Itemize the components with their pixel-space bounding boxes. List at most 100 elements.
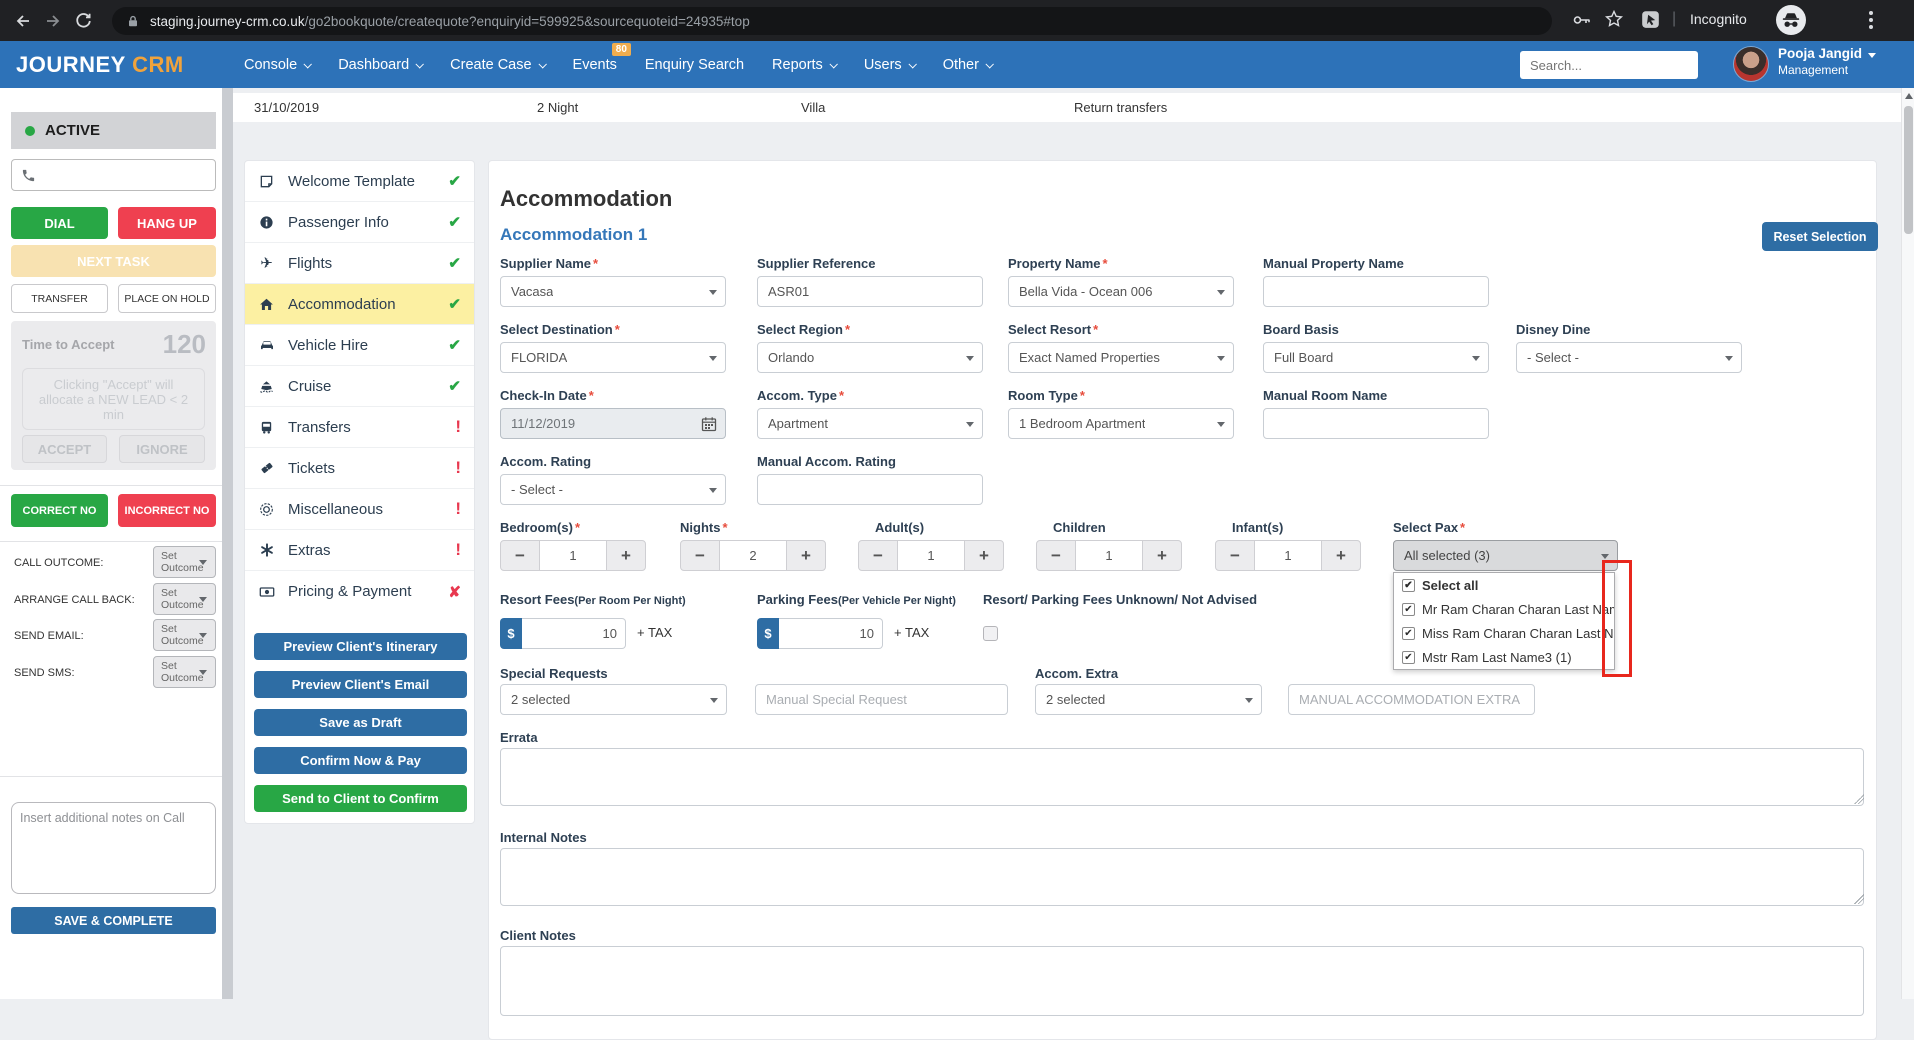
section-passenger-info[interactable]: Passenger Info — [245, 202, 474, 243]
accom-type-select[interactable]: Apartment — [757, 408, 983, 439]
nav-other[interactable]: Other — [943, 57, 994, 73]
page-scrollbar[interactable] — [1901, 88, 1914, 999]
reset-selection-button[interactable]: Reset Selection — [1762, 222, 1878, 251]
forward-icon[interactable] — [38, 6, 68, 36]
reload-icon[interactable] — [68, 6, 98, 36]
room-type-select[interactable]: 1 Bedroom Apartment — [1008, 408, 1234, 439]
minus-button[interactable]: − — [858, 540, 898, 571]
section-welcome-template[interactable]: Welcome Template — [245, 161, 474, 202]
call-notes-textarea[interactable] — [11, 802, 216, 894]
section-flights[interactable]: ✈ Flights — [245, 243, 474, 284]
check-in-date-field[interactable]: 11/12/2019 — [500, 408, 726, 439]
avatar[interactable] — [1733, 46, 1769, 82]
scroll-up-icon[interactable] — [1905, 93, 1913, 99]
search-input[interactable] — [1520, 57, 1716, 73]
place-on-hold-button[interactable]: PLACE ON HOLD — [118, 284, 216, 313]
next-task-button[interactable]: NEXT TASK — [11, 245, 216, 277]
browser-menu-icon[interactable] — [1862, 9, 1880, 36]
section-transfers[interactable]: Transfers — [245, 407, 474, 448]
transfer-button[interactable]: TRANSFER — [11, 284, 108, 313]
app-logo[interactable]: JOURNEY CRM — [16, 52, 184, 77]
supplier-reference-input[interactable] — [757, 276, 983, 307]
section-vehicle-hire[interactable]: Vehicle Hire — [245, 325, 474, 366]
select-resort-select[interactable]: Exact Named Properties — [1008, 342, 1234, 373]
plus-button[interactable]: + — [1321, 540, 1361, 571]
disney-dine-select[interactable]: - Select - — [1516, 342, 1742, 373]
send-email-select[interactable]: Set Outcome — [153, 619, 216, 651]
pax-option[interactable]: Mstr Ram Last Name3 (1) — [1394, 645, 1614, 669]
section-extras[interactable]: Extras — [245, 530, 474, 571]
accom-rating-select[interactable]: - Select - — [500, 474, 726, 505]
dial-button[interactable]: DIAL — [11, 207, 108, 239]
plus-button[interactable]: + — [964, 540, 1004, 571]
send-sms-select[interactable]: Set Outcome — [153, 656, 216, 688]
save-draft-button[interactable]: Save as Draft — [254, 709, 467, 736]
client-notes-textarea[interactable] — [500, 946, 1864, 1016]
resort-fees-input[interactable] — [522, 618, 626, 649]
section-accommodation[interactable]: Accommodation — [245, 284, 474, 325]
accom-extra-multiselect[interactable]: 2 selected — [1035, 684, 1262, 715]
plus-button[interactable]: + — [786, 540, 826, 571]
manual-property-name-input[interactable] — [1263, 276, 1489, 307]
nav-create-case[interactable]: Create Case — [450, 57, 547, 73]
call-outcome-select[interactable]: Set Outcome — [153, 546, 216, 578]
supplier-name-select[interactable]: Vacasa — [500, 276, 726, 307]
manual-special-request-input[interactable] — [755, 684, 1008, 715]
property-name-select[interactable]: Bella Vida - Ocean 006 — [1008, 276, 1234, 307]
nav-events[interactable]: Events 80 — [573, 42, 631, 73]
hang-up-button[interactable]: HANG UP — [118, 207, 216, 239]
plus-button[interactable]: + — [1142, 540, 1182, 571]
arrange-callback-select[interactable]: Set Outcome — [153, 583, 216, 615]
bookmark-star-icon[interactable] — [1604, 9, 1624, 34]
errata-textarea[interactable] — [500, 748, 1864, 806]
phone-number-field[interactable] — [11, 159, 216, 191]
send-to-client-button[interactable]: Send to Client to Confirm — [254, 785, 467, 812]
checkbox-checked-icon[interactable] — [1402, 602, 1415, 616]
board-basis-select[interactable]: Full Board — [1263, 342, 1489, 373]
save-complete-button[interactable]: SAVE & COMPLETE — [11, 907, 216, 934]
section-cruise[interactable]: Cruise — [245, 366, 474, 407]
section-pricing-payment[interactable]: Pricing & Payment — [245, 571, 474, 612]
key-icon[interactable] — [1572, 11, 1592, 34]
parking-fees-input[interactable] — [779, 618, 883, 649]
checkbox-checked-icon[interactable] — [1402, 650, 1415, 664]
scrollbar-thumb[interactable] — [1904, 106, 1913, 234]
manual-accom-rating-input[interactable] — [757, 474, 983, 505]
accept-button[interactable]: ACCEPT — [22, 435, 107, 463]
panel-scrollbar[interactable] — [222, 88, 233, 999]
minus-button[interactable]: − — [1215, 540, 1255, 571]
pax-option-select-all[interactable]: Select all — [1394, 573, 1614, 597]
section-tickets[interactable]: Tickets — [245, 448, 474, 489]
minus-button[interactable]: − — [500, 540, 540, 571]
select-region-select[interactable]: Orlando — [757, 342, 983, 373]
checkbox-checked-icon[interactable] — [1402, 626, 1415, 640]
resize-grip-icon[interactable] — [1854, 794, 1864, 804]
checkbox-checked-icon[interactable] — [1402, 578, 1415, 592]
minus-button[interactable]: − — [1036, 540, 1076, 571]
preview-email-button[interactable]: Preview Client's Email — [254, 671, 467, 698]
preview-itinerary-button[interactable]: Preview Client's Itinerary — [254, 633, 467, 660]
manual-room-name-input[interactable] — [1263, 408, 1489, 439]
section-miscellaneous[interactable]: Miscellaneous — [245, 489, 474, 530]
nav-enquiry-search[interactable]: Enquiry Search — [644, 56, 745, 73]
ignore-button[interactable]: IGNORE — [119, 435, 205, 463]
nav-console[interactable]: Console — [244, 57, 313, 73]
nav-dashboard[interactable]: Dashboard — [338, 57, 425, 73]
resize-grip-icon[interactable] — [1854, 894, 1864, 904]
plus-button[interactable]: + — [606, 540, 646, 571]
select-pax-multiselect[interactable]: All selected (3) — [1393, 540, 1618, 571]
nav-users[interactable]: Users — [864, 57, 917, 73]
correct-number-button[interactable]: CORRECT NO — [11, 494, 108, 527]
select-destination-select[interactable]: FLORIDA — [500, 342, 726, 373]
special-requests-multiselect[interactable]: 2 selected — [500, 684, 727, 715]
minus-button[interactable]: − — [680, 540, 720, 571]
fees-unknown-checkbox[interactable] — [983, 626, 998, 641]
internal-notes-textarea[interactable] — [500, 848, 1864, 906]
pax-option[interactable]: Mr Ram Charan Charan Last Name — [1394, 597, 1614, 621]
address-bar[interactable]: staging.journey-crm.co.uk/go2bookquote/c… — [112, 7, 1552, 35]
manual-accom-extra-input[interactable] — [1288, 684, 1535, 715]
extension-cursor-icon[interactable] — [1641, 10, 1660, 34]
nav-reports[interactable]: Reports — [772, 57, 838, 73]
incorrect-number-button[interactable]: INCORRECT NO — [118, 494, 216, 527]
back-icon[interactable] — [8, 6, 38, 36]
